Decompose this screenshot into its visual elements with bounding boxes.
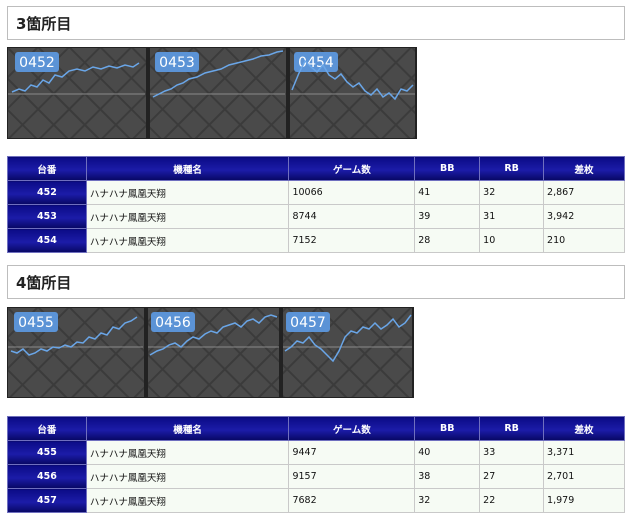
game-count: 9157 [288, 464, 416, 489]
header-unit: 台番 [7, 416, 87, 441]
chart-label-chip [294, 52, 338, 72]
bb-count: 39 [414, 204, 481, 229]
header-model: 機種名 [85, 416, 290, 441]
rb-count: 32 [479, 180, 545, 205]
bb-count: 32 [414, 488, 481, 513]
graph-panel-456[interactable]: 0456 [146, 307, 281, 398]
rb-count: 33 [479, 440, 545, 465]
unit-number: 452 [7, 180, 87, 205]
header-diff: 差枚 [543, 416, 625, 441]
table-row[interactable]: 452 ハナハナ鳳凰天翔 10066 41 32 2,867 [7, 180, 625, 205]
chart-label-0453: 0453 [159, 55, 195, 71]
chart-label-0452: 0452 [19, 55, 55, 71]
table-row[interactable]: 457 ハナハナ鳳凰天翔 7682 32 22 1,979 [7, 488, 625, 513]
section-heading-1: 3箇所目 [7, 6, 625, 40]
graph-panel-454[interactable]: 0454 [288, 47, 417, 139]
data-table-1: 台番 機種名 ゲーム数 BB RB 差枚 452 ハナハナ鳳凰天翔 10066 … [7, 156, 625, 253]
header-model: 機種名 [85, 156, 290, 181]
section-heading-2: 4箇所目 [7, 265, 625, 299]
model-name: ハナハナ鳳凰天翔 [85, 464, 290, 489]
header-games: ゲーム数 [288, 156, 416, 181]
rb-count: 27 [479, 464, 545, 489]
table-header-row: 台番 機種名 ゲーム数 BB RB 差枚 [7, 156, 625, 181]
header-games: ゲーム数 [288, 416, 416, 441]
game-count: 10066 [288, 180, 416, 205]
game-count: 7682 [288, 488, 416, 513]
graph-panel-455[interactable]: 0455 [7, 307, 146, 398]
chart-label-chip [155, 52, 199, 72]
chart-label-chip [15, 52, 59, 72]
header-bb: BB [414, 156, 481, 181]
model-name: ハナハナ鳳凰天翔 [85, 228, 290, 253]
diff-value: 210 [543, 228, 625, 253]
game-count: 9447 [288, 440, 416, 465]
header-unit: 台番 [7, 156, 87, 181]
table-row[interactable]: 454 ハナハナ鳳凰天翔 7152 28 10 210 [7, 228, 625, 253]
graph-panel-452[interactable]: 0452 [7, 47, 148, 139]
data-table-2: 台番 機種名 ゲーム数 BB RB 差枚 455 ハナハナ鳳凰天翔 9447 4… [7, 416, 625, 513]
table-row[interactable]: 456 ハナハナ鳳凰天翔 9157 38 27 2,701 [7, 464, 625, 489]
rb-count: 31 [479, 204, 545, 229]
graph-line [149, 314, 278, 356]
diff-value: 3,371 [543, 440, 625, 465]
graph-line [10, 316, 138, 356]
game-count: 7152 [288, 228, 416, 253]
table-row[interactable]: 455 ハナハナ鳳凰天翔 9447 40 33 3,371 [7, 440, 625, 465]
rb-count: 22 [479, 488, 545, 513]
header-diff: 差枚 [543, 156, 625, 181]
graph-strip-1: 0452 0453 0454 [7, 47, 417, 139]
chart-label-chip [14, 312, 58, 332]
bb-count: 40 [414, 440, 481, 465]
unit-number: 453 [7, 204, 87, 229]
diff-value: 2,701 [543, 464, 625, 489]
rb-count: 10 [479, 228, 545, 253]
header-rb: RB [479, 156, 545, 181]
chart-label-0457: 0457 [290, 315, 326, 331]
model-name: ハナハナ鳳凰天翔 [85, 488, 290, 513]
unit-number: 457 [7, 488, 87, 513]
chart-label-0455: 0455 [18, 315, 54, 331]
diff-value: 2,867 [543, 180, 625, 205]
graph-line [284, 314, 412, 363]
model-name: ハナハナ鳳凰天翔 [85, 440, 290, 465]
graph-strip-2: 0455 0456 0457 [7, 307, 414, 398]
chart-label-chip [286, 312, 330, 332]
unit-number: 455 [7, 440, 87, 465]
graph-line [291, 59, 414, 101]
bb-count: 41 [414, 180, 481, 205]
graph-line [11, 62, 140, 93]
header-bb: BB [414, 416, 481, 441]
model-name: ハナハナ鳳凰天翔 [85, 180, 290, 205]
model-name: ハナハナ鳳凰天翔 [85, 204, 290, 229]
table-row[interactable]: 453 ハナハナ鳳凰天翔 8744 39 31 3,942 [7, 204, 625, 229]
diff-value: 3,942 [543, 204, 625, 229]
table-header-row: 台番 機種名 ゲーム数 BB RB 差枚 [7, 416, 625, 441]
unit-number: 456 [7, 464, 87, 489]
header-rb: RB [479, 416, 545, 441]
game-count: 8744 [288, 204, 416, 229]
chart-label-chip [151, 312, 195, 332]
unit-number: 454 [7, 228, 87, 253]
graph-panel-453[interactable]: 0453 [148, 47, 288, 139]
chart-label-0456: 0456 [155, 315, 191, 331]
bb-count: 38 [414, 464, 481, 489]
graph-line [152, 50, 284, 98]
diff-value: 1,979 [543, 488, 625, 513]
bb-count: 28 [414, 228, 481, 253]
graph-panel-457[interactable]: 0457 [281, 307, 414, 398]
